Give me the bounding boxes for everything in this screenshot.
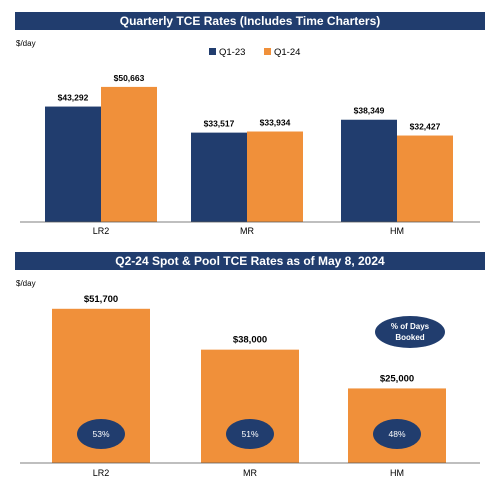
chart1-title: Quarterly TCE Rates (Includes Time Chart… [120,14,381,28]
chart1-bar-lr2-q1-23 [45,106,101,222]
legend-swatch-q1-24 [264,48,271,55]
chart1-value-label: $32,427 [410,122,441,132]
chart2-plot-area: $51,700 53% LR2 $38,000 51% MR $25,000 48% HM [52,294,446,478]
legend-label-q1-23: Q1-23 [219,47,245,58]
days-booked-note-badge [375,316,445,348]
chart1-title-banner [15,12,485,30]
chart1-bar-mr-q1-23 [191,132,247,222]
chart1-bar-hm-q1-24 [397,135,453,222]
chart2-title: Q2-24 Spot & Pool TCE Rates as of May 8,… [115,254,385,268]
chart1-bar-mr-q1-24 [247,131,303,222]
days-booked-pct: 51% [241,429,258,439]
chart1-category-label: LR2 [93,226,110,236]
days-booked-pct: 53% [92,429,109,439]
chart1-category-label: MR [240,226,254,236]
chart1-plot-area: $43,292 $50,663 LR2 $33,517 $33,934 MR $38,349… [45,73,453,236]
days-booked-pct: 48% [388,429,405,439]
chart2-value-label: $51,700 [84,294,118,305]
days-booked-note-line2: Booked [395,333,424,342]
chart1-bar-hm-q1-23 [341,119,397,222]
chart1-value-label: $38,349 [354,106,385,116]
chart1-value-label: $50,663 [114,73,145,83]
chart1-category-label: HM [390,226,404,236]
chart1-value-label: $33,934 [260,118,291,128]
chart1-value-label: $43,292 [58,93,89,103]
days-booked-note-line1: % of Days [391,322,430,331]
chart1-value-label: $33,517 [204,119,235,129]
chart2-category-label: MR [243,468,257,478]
days-booked-badge-hm [373,419,421,449]
chart2-title-banner [15,252,485,270]
chart1-bar-lr2-q1-24 [101,86,157,222]
chart2-category-label: HM [390,468,404,478]
chart2-value-label: $38,000 [233,335,267,346]
legend-label-q1-24: Q1-24 [274,47,300,58]
legend-swatch-q1-23 [209,48,216,55]
days-booked-badge-mr [226,419,274,449]
days-booked-badge-lr2 [77,419,125,449]
chart2-value-label: $25,000 [380,373,414,384]
chart2-category-label: LR2 [93,468,110,478]
chart1-y-unit: $/day [16,39,36,48]
chart2-y-unit: $/day [16,279,36,288]
